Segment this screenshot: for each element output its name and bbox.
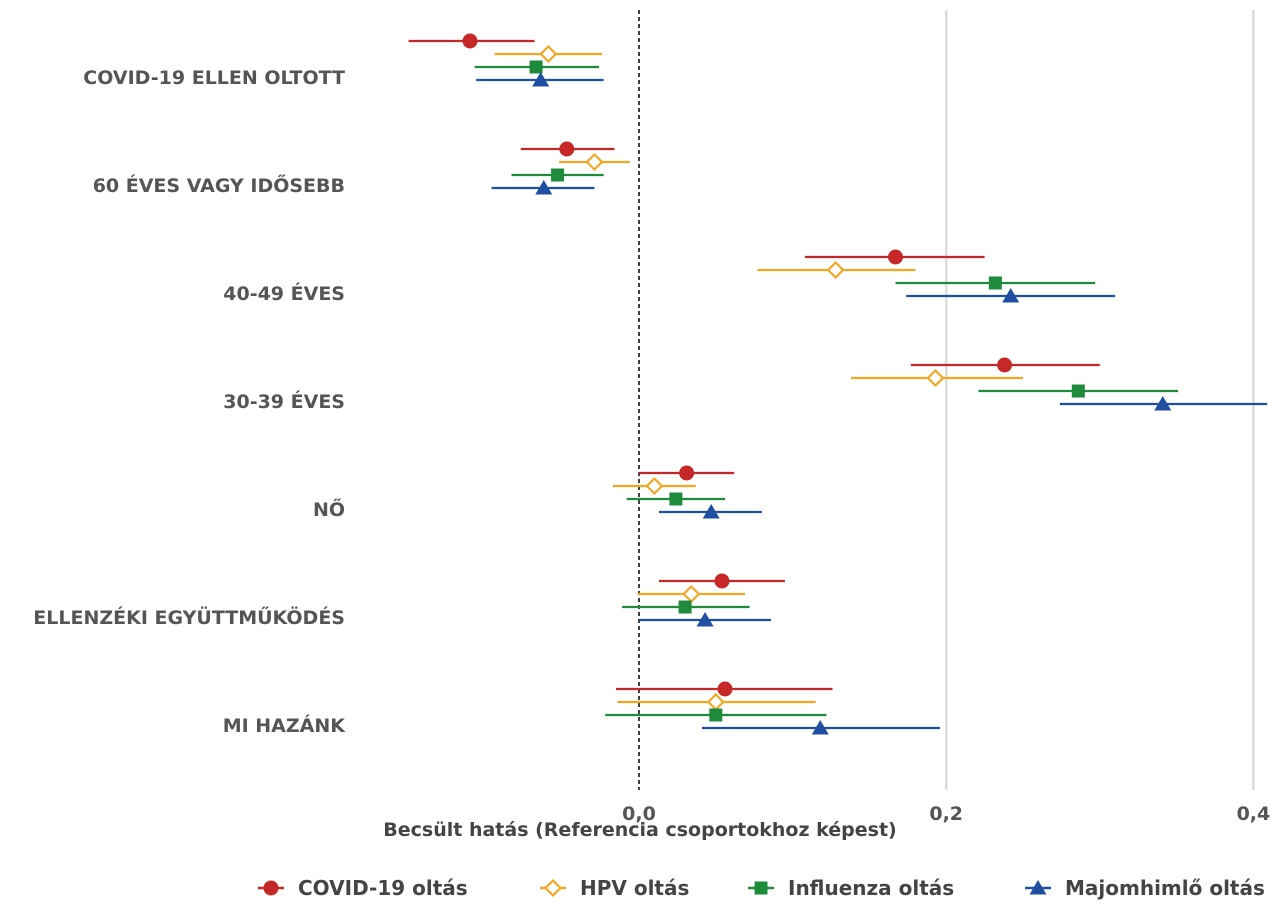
point-estimate xyxy=(1002,288,1020,303)
series-group xyxy=(408,33,1100,697)
point-estimate xyxy=(551,168,565,182)
legend-label: HPV oltás xyxy=(580,876,689,900)
legend-marker xyxy=(754,881,768,895)
legend-marker xyxy=(1029,880,1047,895)
point-estimate xyxy=(926,368,945,388)
series-group xyxy=(476,72,1268,735)
point-estimate xyxy=(539,44,558,64)
point-estimate xyxy=(696,612,714,627)
point-estimate xyxy=(702,504,720,519)
x-axis-ticks: 0,0 0,2 0,4 xyxy=(622,803,1270,825)
x-tick-label: 0,4 xyxy=(1237,803,1271,825)
point-estimate xyxy=(888,249,904,265)
category-labels: COVID-19 ELLEN OLTOTT 60 ÉVES VAGY IDŐSEB… xyxy=(33,67,346,737)
point-estimate xyxy=(826,260,845,280)
point-estimate xyxy=(532,72,550,87)
category-label: 60 ÉVES VAGY IDŐSEBB xyxy=(93,173,345,197)
point-estimate xyxy=(682,584,701,604)
point-estimate xyxy=(1154,396,1172,411)
point-estimate xyxy=(669,492,683,506)
category-label: 30-39 ÉVES xyxy=(223,390,345,413)
point-estimate xyxy=(645,476,664,496)
point-estimate xyxy=(559,141,575,157)
x-axis-title: Becsült hatás (Referencia csoportokhoz k… xyxy=(383,819,896,841)
series-marks xyxy=(408,33,1268,735)
point-estimate xyxy=(529,60,543,74)
legend-item: Influenza oltás xyxy=(748,876,954,900)
legend-item: HPV oltás xyxy=(540,876,689,900)
category-label: ELLENZÉKI EGYÜTTMŰKÖDÉS xyxy=(33,605,345,629)
legend-item: Majomhimlő oltás xyxy=(1025,876,1265,900)
series-group xyxy=(494,44,1023,712)
legend-label: Majomhimlő oltás xyxy=(1065,876,1265,900)
point-estimate xyxy=(678,600,692,614)
point-estimate xyxy=(535,180,553,195)
grid-lines xyxy=(944,10,1255,790)
point-estimate xyxy=(997,357,1013,373)
point-estimate xyxy=(811,720,829,735)
point-estimate xyxy=(679,465,695,481)
legend-label: Influenza oltás xyxy=(788,876,954,900)
legend-item: COVID-19 oltás xyxy=(258,876,468,900)
point-estimate xyxy=(585,152,604,172)
category-label: MI HAZÁNK xyxy=(223,714,347,737)
category-label: COVID-19 ELLEN OLTOTT xyxy=(83,67,345,89)
category-label: NŐ xyxy=(313,497,345,521)
x-tick-label: 0,2 xyxy=(929,803,963,825)
legend-marker xyxy=(543,878,563,898)
point-estimate xyxy=(714,573,730,589)
legend-marker xyxy=(263,880,279,896)
point-estimate xyxy=(706,692,725,712)
point-estimate xyxy=(717,681,733,697)
category-label: 40-49 ÉVES xyxy=(223,282,345,305)
legend: COVID-19 oltás HPV oltás Influenza oltás Ma… xyxy=(258,876,1265,900)
point-estimate xyxy=(1071,384,1085,398)
point-estimate xyxy=(709,708,723,722)
point-estimate xyxy=(988,276,1002,290)
x-tick-label: 0,0 xyxy=(622,803,656,825)
legend-label: COVID-19 oltás xyxy=(298,876,468,900)
point-estimate xyxy=(462,33,478,49)
series-group xyxy=(474,60,1179,722)
